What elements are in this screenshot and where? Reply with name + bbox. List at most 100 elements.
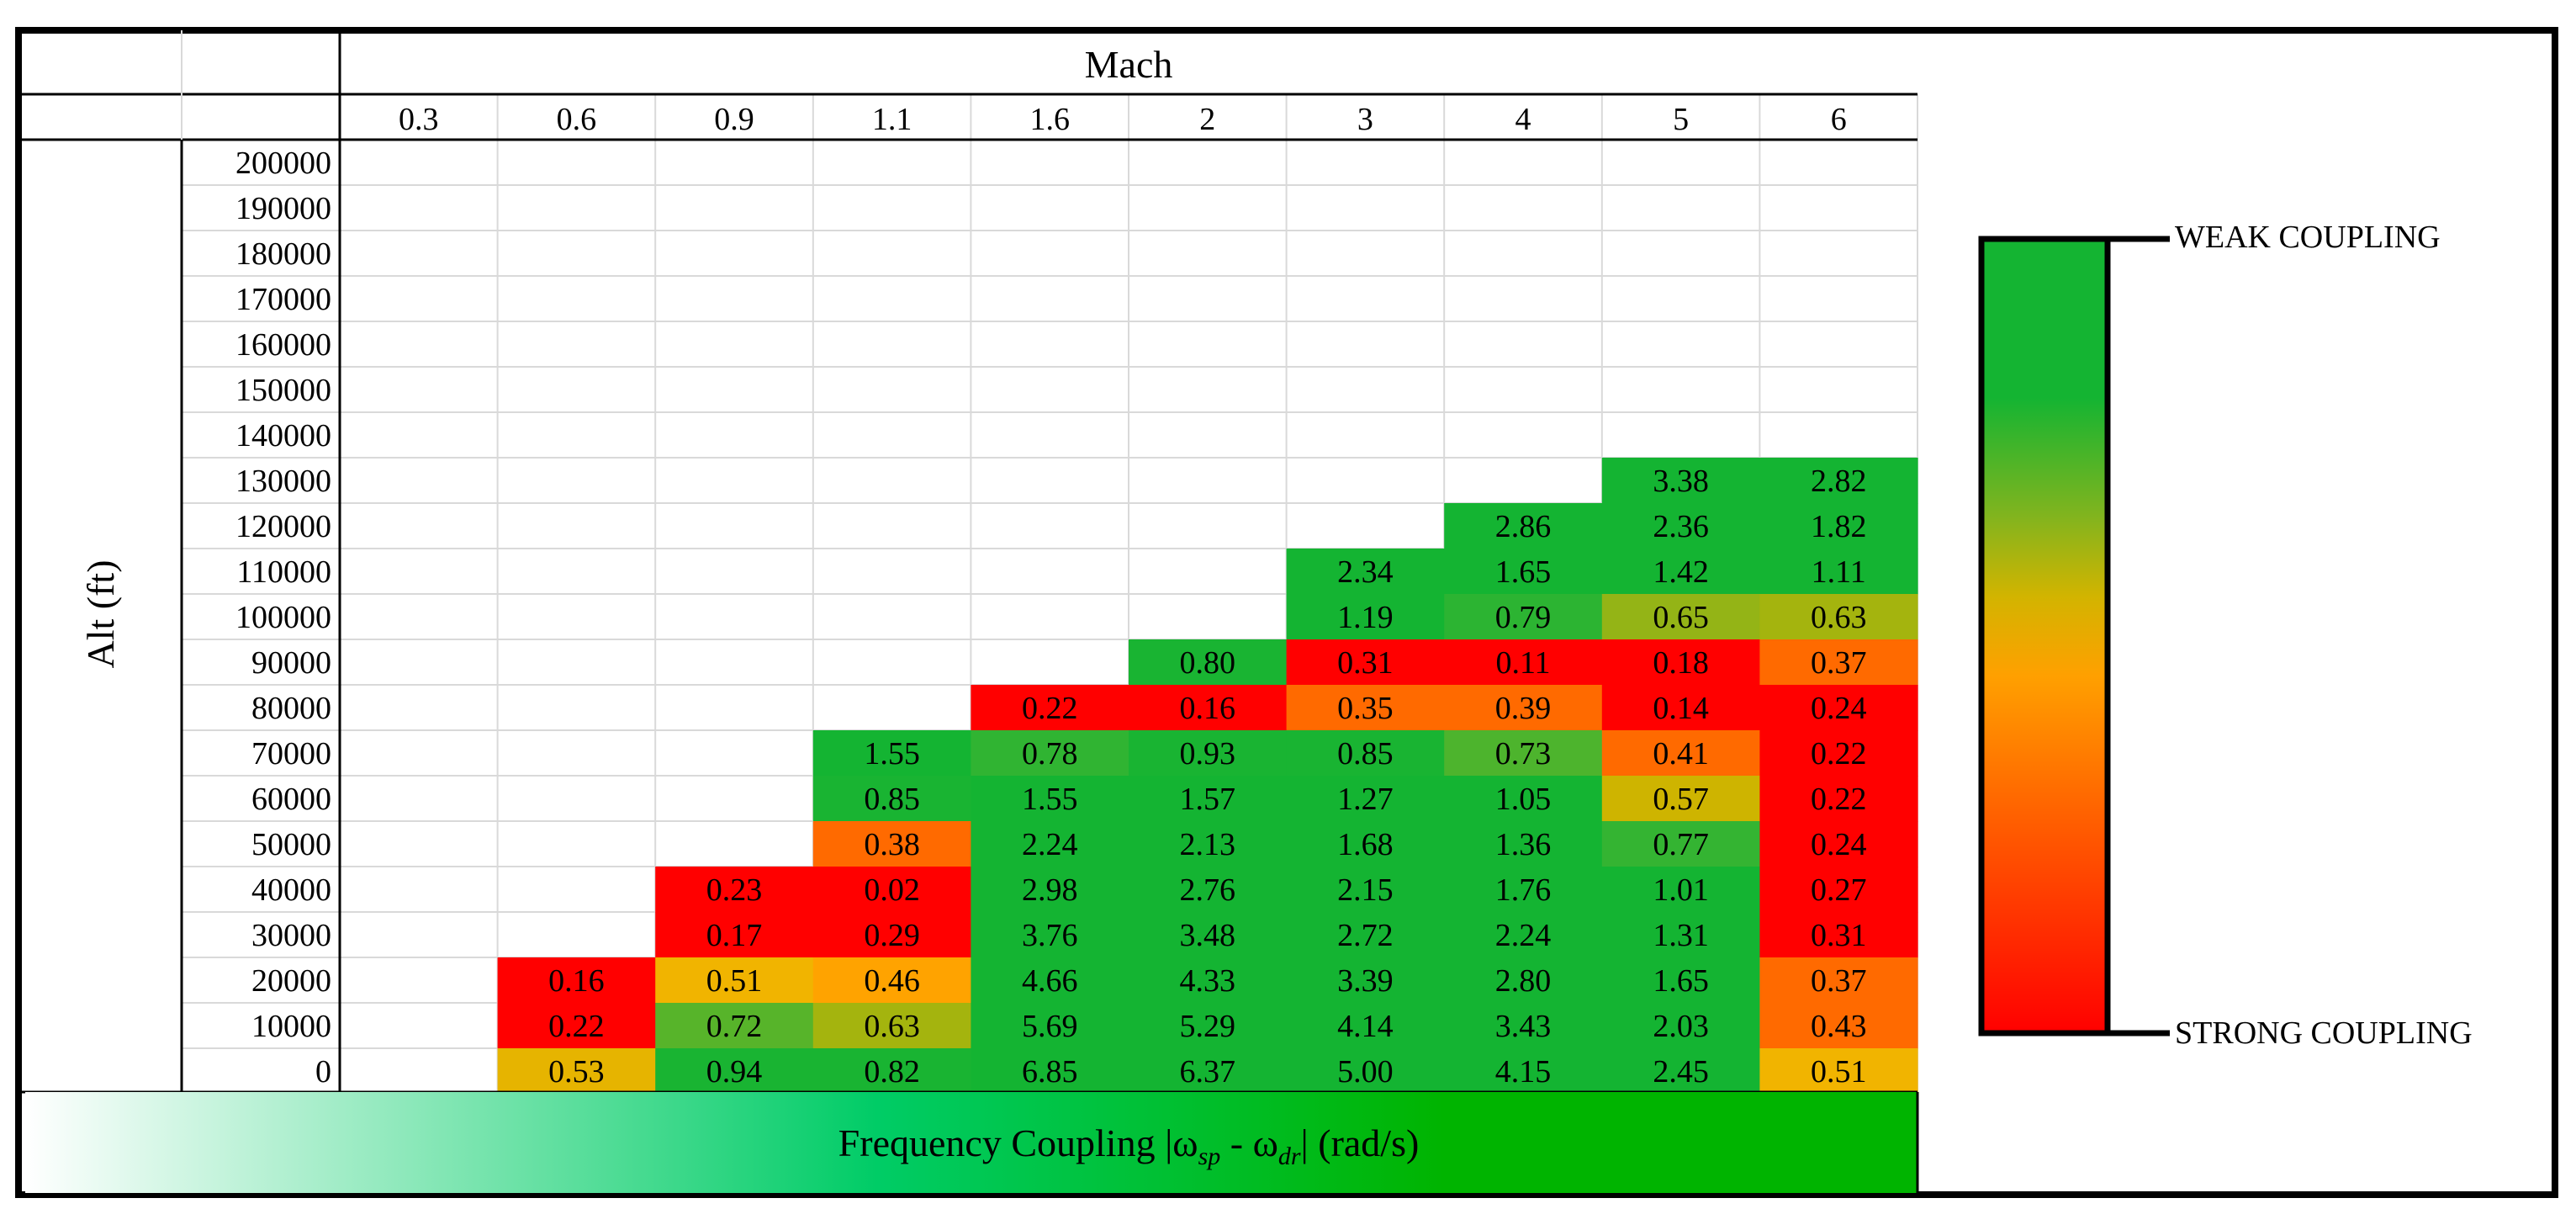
heat-cell — [971, 1048, 1129, 1095]
cell-value-label: 0.79 — [1495, 600, 1552, 635]
cell-value-label: 2.34 — [1337, 554, 1394, 590]
altitude-tick-label: 80000 — [251, 691, 331, 726]
cell-value-label: 0.80 — [1180, 645, 1236, 681]
heat-cell — [812, 821, 971, 867]
heat-cell — [812, 1003, 971, 1049]
heat-cell — [1759, 821, 1918, 867]
heat-cell — [1129, 867, 1288, 913]
altitude-tick-label: 170000 — [235, 282, 331, 317]
cell-value-label: 0.17 — [706, 918, 763, 953]
heat-cell — [971, 912, 1129, 958]
heat-cell — [1444, 867, 1603, 913]
heat-cell — [1444, 730, 1603, 777]
cell-value-label: 0.39 — [1495, 691, 1552, 726]
title-bar — [25, 1092, 1917, 1193]
cell-value-label: 4.14 — [1337, 1009, 1394, 1044]
heat-cell — [497, 1048, 656, 1095]
altitude-tick-label: 110000 — [236, 554, 331, 590]
heat-cell — [1601, 1048, 1760, 1095]
cell-value-label: 0.65 — [1653, 600, 1709, 635]
cell-value-label: 0.93 — [1180, 736, 1236, 771]
mach-tick-labels: 0.3 0.6 0.9 1.1 1.6 2 3 4 5 6 — [399, 102, 1847, 137]
altitude-tick-label: 0 — [315, 1054, 331, 1090]
cell-value-label: 2.82 — [1811, 464, 1867, 499]
heat-cell — [1286, 1003, 1445, 1049]
heat-cell — [1759, 549, 1918, 595]
mach-tick-label: 5 — [1673, 102, 1689, 137]
cell-value-label: 0.37 — [1811, 963, 1867, 999]
heat-cell — [1286, 821, 1445, 867]
cell-value-label: 0.43 — [1811, 1009, 1867, 1044]
heatmap-value-labels: 3.38 2.82 2.86 2.36 1.82 2.34 1.65 1.42 1.11 1.19… — [548, 464, 1866, 1090]
heat-cell — [1601, 821, 1760, 867]
heat-cell — [1129, 776, 1288, 822]
heat-cell — [497, 1003, 656, 1049]
heat-cell — [1601, 685, 1760, 731]
heat-cell — [1759, 867, 1918, 913]
cell-value-label: 4.33 — [1180, 963, 1236, 999]
heat-cell — [1444, 503, 1603, 549]
cell-value-label: 2.98 — [1022, 872, 1078, 908]
cell-value-label: 2.72 — [1337, 918, 1394, 953]
heat-cell — [1286, 685, 1445, 731]
cell-value-label: 0.31 — [1811, 918, 1867, 953]
cell-value-label: 6.37 — [1180, 1054, 1236, 1090]
mach-tick-label: 4 — [1515, 102, 1531, 137]
cell-value-label: 0.35 — [1337, 691, 1394, 726]
altitude-tick-label: 190000 — [235, 191, 331, 226]
heat-cell — [1444, 594, 1603, 640]
cell-value-label: 1.19 — [1337, 600, 1394, 635]
title-sub-dr: dr — [1278, 1143, 1301, 1170]
mach-tick-label: 0.9 — [714, 102, 754, 137]
heat-cell — [1601, 867, 1760, 913]
cell-value-label: 0.14 — [1653, 691, 1709, 726]
altitude-tick-label: 30000 — [251, 918, 331, 953]
heat-cell — [1444, 821, 1603, 867]
cell-value-label: 1.42 — [1653, 554, 1709, 590]
heat-cell — [1759, 776, 1918, 822]
heat-cell — [1286, 639, 1445, 686]
heat-cell — [971, 867, 1129, 913]
cell-value-label: 5.29 — [1180, 1009, 1236, 1044]
cell-value-label: 2.24 — [1495, 918, 1552, 953]
heat-cell — [1129, 685, 1288, 731]
heat-cell — [1601, 458, 1760, 504]
cell-value-label: 3.38 — [1653, 464, 1709, 499]
cell-value-label: 2.86 — [1495, 509, 1552, 544]
altitude-tick-label: 200000 — [235, 146, 331, 181]
heat-cell — [1601, 776, 1760, 822]
heat-cell — [1444, 549, 1603, 595]
mach-tick-label: 2 — [1199, 102, 1215, 137]
altitude-tick-label: 20000 — [251, 963, 331, 999]
cell-value-label: 0.02 — [864, 872, 920, 908]
cell-value-label: 0.82 — [864, 1054, 920, 1090]
heat-cell — [1759, 594, 1918, 640]
title-prefix: Frequency Coupling |ω — [838, 1121, 1198, 1164]
cell-value-label: 0.18 — [1653, 645, 1709, 681]
title-sub-sp: sp — [1198, 1143, 1221, 1170]
heat-cell — [497, 957, 656, 1004]
cell-value-label: 1.76 — [1495, 872, 1552, 908]
heat-cell — [812, 867, 971, 913]
altitude-tick-label: 70000 — [251, 736, 331, 771]
heat-cell — [1286, 957, 1445, 1004]
heat-cell — [1759, 458, 1918, 504]
cell-value-label: 0.22 — [1022, 691, 1078, 726]
heat-cell — [812, 1048, 971, 1095]
mach-tick-label: 6 — [1831, 102, 1847, 137]
altitude-tick-label: 160000 — [235, 327, 331, 363]
heat-cell — [655, 1048, 814, 1095]
cell-value-label: 0.24 — [1811, 827, 1867, 862]
cell-value-label: 0.51 — [706, 963, 763, 999]
heat-cell — [971, 821, 1129, 867]
heat-cell — [1601, 912, 1760, 958]
mach-tick-label: 1.6 — [1029, 102, 1070, 137]
heat-cell — [1759, 912, 1918, 958]
heat-cell — [1759, 503, 1918, 549]
heat-cell — [1444, 1003, 1603, 1049]
cell-value-label: 0.23 — [706, 872, 763, 908]
heat-cell — [1601, 594, 1760, 640]
cell-value-label: 0.72 — [706, 1009, 763, 1044]
cell-value-label: 0.85 — [1337, 736, 1394, 771]
title-mid: - ω — [1220, 1121, 1278, 1164]
